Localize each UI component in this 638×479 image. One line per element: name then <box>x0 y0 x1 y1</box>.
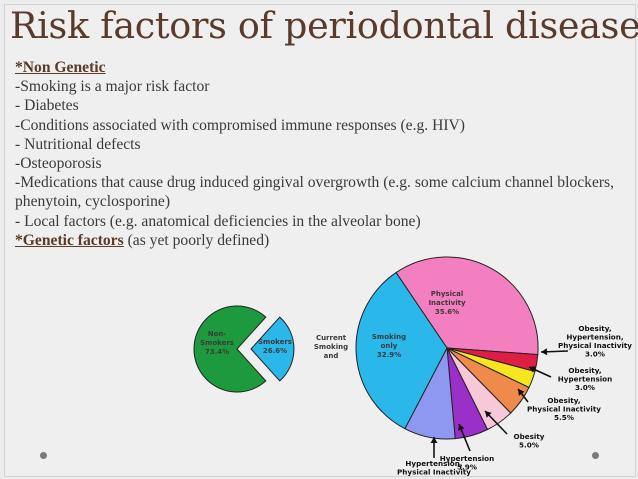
list-item: - Nutritional defects <box>15 135 141 153</box>
label-obesity-inactivity: Obesity, Physical Inactivity 5.5% <box>527 396 601 422</box>
arrow-obesity-hypertension-head <box>529 366 536 373</box>
arrow-hypertension-head <box>458 424 465 431</box>
slide-dot-left <box>40 452 47 459</box>
label-obesity-hypertension-inactivity: Obesity, Hypertension, Physical Inactivity… <box>558 324 632 359</box>
label-smoking-only: Smoking only 32.9% <box>372 333 406 359</box>
slide-title: Risk factors of periodontal disease: <box>10 4 638 47</box>
bullet-list: *Non Genetic -Smoking is a major risk fa… <box>15 58 635 250</box>
label-physical-inactivity: Physical Inactivity 35.6% <box>428 290 466 316</box>
genetic-line: *Genetic factors (as yet poorly defined) <box>15 231 635 250</box>
label-hypertension: Hypertension 5.9% <box>440 454 495 472</box>
pie-slice-smokers <box>250 316 295 382</box>
pie-slice-physical-inactivity <box>395 256 539 356</box>
pie-slice-non-smokers <box>193 305 267 393</box>
list-item: -Conditions associated with compromised … <box>15 116 465 134</box>
pie-slice-smoking-only <box>355 271 448 430</box>
genetic-note: (as yet poorly defined) <box>123 231 270 249</box>
arrow-hypertension-inactivity-head <box>430 437 438 443</box>
label-hypertension-inactivity: Hypertension, Physical Inactivity <box>397 459 471 477</box>
slide-frame <box>4 4 636 477</box>
list-item: -Smoking is a major risk factor <box>15 78 210 96</box>
label-smokers: Smokers 26.6% <box>258 338 292 355</box>
slide-dot-right <box>592 452 599 459</box>
non-genetic-heading: *Non Genetic <box>15 59 106 76</box>
label-obesity-hypertension: Obesity, Hypertension 3.0% <box>558 366 613 392</box>
label-obesity: Obesity 5.0% <box>514 432 545 450</box>
list-item: -Medications that cause drug induced gin… <box>15 174 615 211</box>
label-non-smokers: Non-Smokers 73.4% <box>200 330 234 356</box>
arrow-obesity-head <box>485 411 492 418</box>
label-current-smoking: Current Smoking and <box>314 334 348 360</box>
arrow-obesity-hypertension-inactivity-head <box>541 348 548 356</box>
list-item: -Osteoporosis <box>15 155 102 173</box>
arrow-obesity-inactivity-head <box>518 389 525 396</box>
list-item: - Diabetes <box>15 97 79 115</box>
list-item: - Local factors (e.g. anatomical deficie… <box>15 212 421 230</box>
genetic-heading: *Genetic factors <box>15 231 124 249</box>
